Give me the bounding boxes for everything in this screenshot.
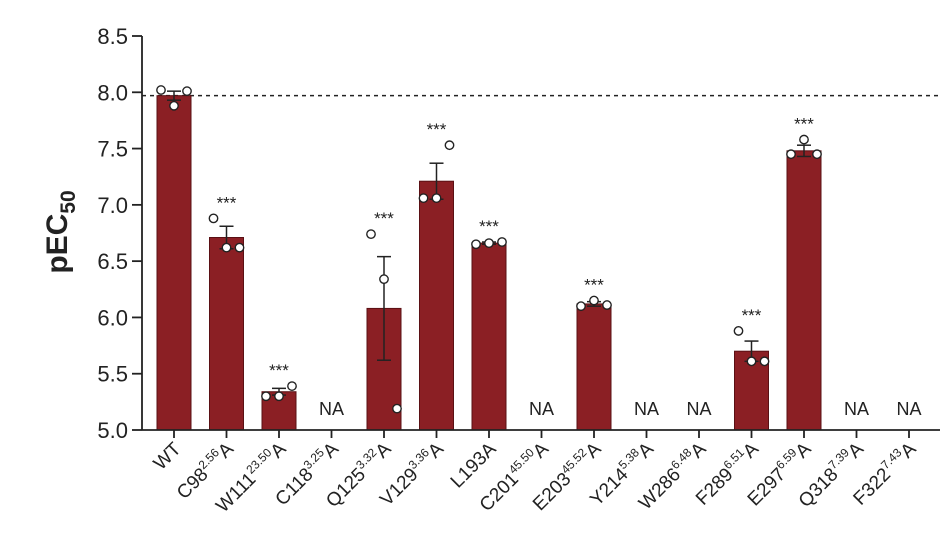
data-point-12-0: [786, 149, 796, 160]
bars-layer: [156, 95, 822, 431]
y-tick-label-7: 8.5: [97, 24, 128, 49]
significance-label-11: ***: [742, 306, 762, 325]
data-point-4-1: [379, 274, 389, 285]
data-point-12-2: [812, 149, 822, 160]
significance-label-1: ***: [217, 193, 237, 212]
na-label-14: NA: [896, 399, 921, 419]
bar-8: [576, 303, 612, 431]
data-point-6-1: [484, 238, 494, 249]
na-label-7: NA: [529, 399, 554, 419]
data-point-2-2: [287, 381, 297, 391]
significance-label-8: ***: [584, 276, 604, 295]
data-point-5-1: [431, 193, 442, 204]
significance-label-4: ***: [374, 209, 394, 228]
data-point-0-2: [182, 86, 192, 97]
y-tick-label-6: 8.0: [97, 80, 128, 105]
significance-label-2: ***: [269, 361, 289, 380]
bar-1: [209, 237, 244, 431]
data-point-2-1: [274, 391, 284, 402]
bar-6: [471, 242, 507, 431]
data-point-0-0: [156, 85, 166, 95]
data-point-5-0: [418, 193, 429, 204]
significance-label-5: ***: [427, 120, 447, 139]
y-axis-label-subscript: 50: [57, 190, 80, 213]
na-label-13: NA: [844, 399, 869, 419]
data-point-12-1: [799, 134, 809, 145]
y-axis-label: pEC50: [41, 190, 80, 273]
significance-label-12: ***: [794, 115, 814, 134]
data-points-layer: [156, 85, 822, 414]
data-point-4-0: [366, 229, 376, 240]
data-point-6-2: [497, 237, 507, 247]
na-label-9: NA: [634, 399, 659, 419]
data-point-11-1: [746, 356, 757, 367]
data-point-1-2: [234, 242, 245, 253]
y-tick-label-1: 5.5: [97, 362, 128, 387]
data-point-5-2: [444, 140, 455, 151]
bar-5: [419, 180, 454, 431]
x-label-base-0: WT: [150, 438, 186, 474]
data-point-4-2: [392, 403, 402, 414]
bar-12: [786, 150, 822, 431]
x-tick-label-0: WT: [150, 438, 186, 474]
na-label-3: NA: [319, 399, 344, 419]
y-tick-label-5: 7.5: [97, 137, 128, 162]
data-point-8-1: [589, 295, 599, 306]
data-point-6-0: [471, 239, 481, 250]
data-point-0-1: [169, 100, 179, 111]
axes-layer: 5.0 5.5 6.0 6.5 7.0 7.5 8.0 8.5: [97, 24, 940, 443]
y-tick-label-0: 5.0: [97, 418, 128, 443]
data-point-2-0: [261, 391, 271, 402]
data-point-1-0: [208, 213, 219, 224]
na-label-10: NA: [686, 399, 711, 419]
data-point-8-0: [576, 301, 586, 312]
data-point-11-2: [759, 356, 770, 367]
significance-label-6: ***: [479, 217, 499, 236]
data-point-1-1: [221, 242, 232, 253]
data-point-11-0: [733, 326, 744, 336]
y-tick-label-2: 6.0: [97, 305, 128, 330]
y-tick-label-4: 7.0: [97, 193, 128, 218]
y-tick-label-3: 6.5: [97, 249, 128, 274]
bar-0: [156, 95, 192, 431]
data-point-8-2: [602, 300, 612, 310]
